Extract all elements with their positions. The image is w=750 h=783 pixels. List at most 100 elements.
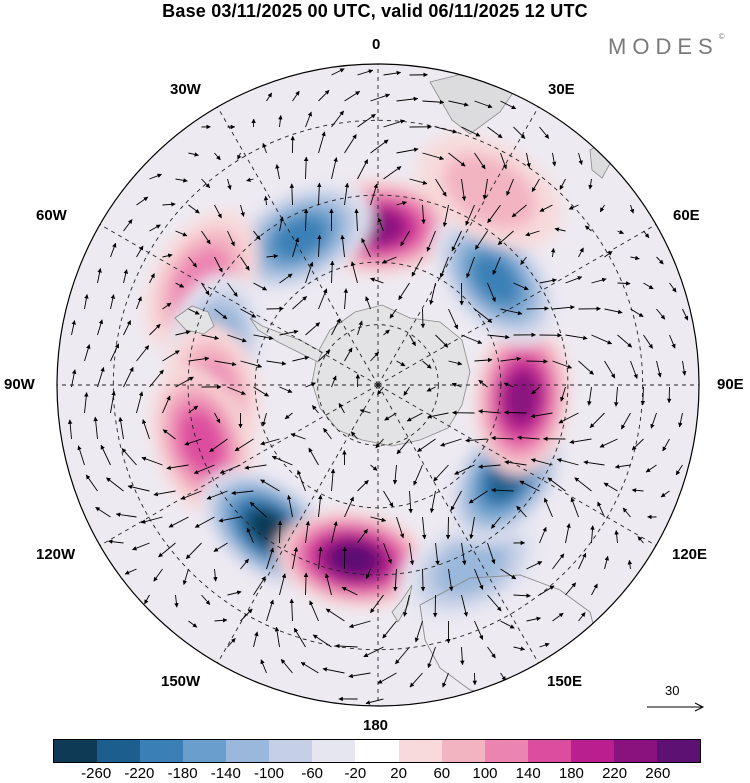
wind-vector: [201, 178, 211, 188]
wind-vector: [552, 305, 575, 310]
wind-vector: [539, 642, 550, 648]
logo-text: MODES: [608, 34, 719, 59]
wind-vector: [383, 70, 402, 76]
wind-vector: [110, 242, 117, 258]
wind-vector: [331, 521, 338, 544]
wind-vector: [297, 469, 306, 492]
wind-vector: [435, 178, 447, 197]
label-lon-120e: 120E: [672, 546, 708, 563]
meridian-line: [377, 384, 539, 664]
colorbar-segment: [613, 740, 657, 762]
wind-vector: [344, 347, 353, 362]
wind-vectors: [67, 68, 689, 705]
colorbar-segment: [54, 740, 98, 762]
wind-vector: [487, 204, 501, 224]
colorbar-tick-label: -60: [301, 765, 324, 782]
wind-vector: [526, 616, 542, 622]
wind-vector: [421, 204, 426, 225]
colorbar-tick-label: 260: [645, 765, 671, 782]
wind-vector: [132, 542, 150, 551]
wind-vector: [396, 96, 419, 102]
label-lon-60w: 60W: [36, 207, 67, 224]
wind-vector: [565, 276, 583, 284]
wind-vector: [478, 464, 501, 469]
wind-vector: [162, 395, 171, 414]
wind-vector: [617, 334, 633, 348]
wind-vector: [526, 561, 543, 570]
wind-vector: [408, 490, 413, 514]
wind-vector: [318, 89, 330, 102]
wind-vector: [584, 225, 592, 232]
wind-vector: [604, 308, 623, 315]
wind-vector: [214, 152, 221, 161]
reference-vector: 30: [645, 683, 705, 713]
wind-vector: [413, 464, 423, 486]
wind-vector: [375, 438, 384, 449]
wind-vector: [305, 382, 316, 388]
colorbar-tick-label: -20: [344, 765, 367, 782]
wind-vector: [166, 464, 189, 471]
wind-vector: [454, 464, 475, 475]
wind-vector: [188, 620, 198, 628]
wind-vector: [500, 568, 517, 580]
wind-vector: [77, 445, 85, 466]
wind-vector: [193, 464, 215, 474]
wind-vector: [237, 152, 242, 160]
wind-vector: [175, 330, 191, 336]
wind-vector: [318, 288, 328, 310]
wind-vector: [149, 224, 161, 232]
meridian-line: [99, 224, 379, 386]
wind-vector: [448, 568, 454, 592]
wind-vector: [497, 230, 514, 246]
wind-vector: [422, 99, 445, 105]
colorbar-segment: [140, 740, 184, 762]
label-lon-90w: 90W: [4, 376, 35, 393]
wind-vector: [669, 282, 677, 293]
colorbar-segment: [484, 740, 528, 762]
wind-vector: [253, 282, 268, 291]
wind-vector: [240, 204, 245, 217]
wind-vector: [591, 334, 613, 345]
wind-vector: [219, 464, 241, 474]
wind-vector: [100, 444, 111, 466]
wind-vector: [539, 126, 550, 139]
wind-vector: [271, 455, 293, 466]
wind-vector: [617, 281, 631, 286]
meridian-line: [377, 384, 657, 546]
wind-vector: [188, 152, 199, 157]
wind-vector: [565, 334, 588, 341]
wind-vector: [253, 631, 259, 648]
wind-vector: [474, 152, 486, 170]
wind-vector: [614, 464, 631, 469]
wind-vector: [201, 594, 211, 605]
wind-vector: [631, 488, 644, 493]
wind-vector: [97, 319, 104, 336]
meridian-line: [377, 106, 539, 386]
wind-vector: [461, 542, 467, 566]
wind-vector: [308, 447, 319, 466]
wind-vector: [354, 208, 359, 232]
wind-vector: [85, 474, 98, 492]
wind-vector: [341, 586, 358, 596]
wind-vector: [451, 382, 462, 388]
wind-vector: [570, 497, 579, 518]
wind-vector: [227, 230, 235, 247]
wind-vector: [461, 334, 483, 344]
wind-vector: [565, 523, 571, 544]
wind-vector: [544, 497, 553, 518]
wind-vector: [487, 542, 496, 565]
colorbar-tick-label: 220: [602, 765, 628, 782]
wind-vector: [377, 217, 384, 232]
wind-vector: [552, 612, 564, 622]
wind-vector: [153, 568, 163, 582]
wind-vector: [115, 512, 137, 518]
wind-vector: [630, 308, 644, 318]
wind-vector: [350, 431, 358, 440]
wind-vector: [574, 477, 592, 492]
wind-vector: [344, 182, 350, 206]
colorbar-segment: [312, 740, 356, 762]
wind-vector: [158, 542, 176, 558]
wind-vector: [400, 230, 410, 247]
wind-vector: [491, 516, 501, 529]
wind-vector: [669, 334, 676, 349]
